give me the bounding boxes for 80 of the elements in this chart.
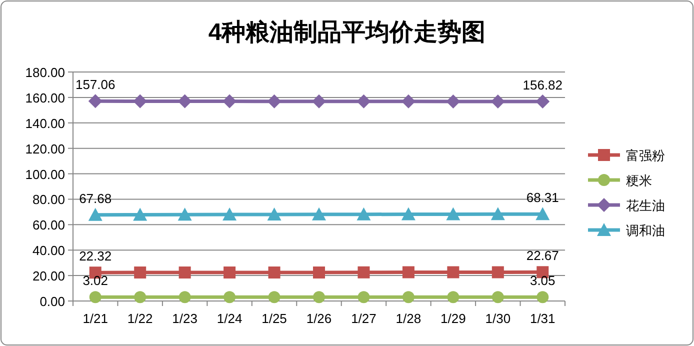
point bbox=[447, 291, 460, 304]
point bbox=[492, 266, 504, 278]
x-tick-label: 1/28 bbox=[396, 311, 422, 326]
point bbox=[447, 266, 460, 278]
point bbox=[134, 266, 146, 278]
point bbox=[490, 94, 505, 109]
point bbox=[268, 266, 280, 278]
point bbox=[446, 207, 460, 220]
point bbox=[178, 208, 192, 221]
x-tick-label: 1/24 bbox=[216, 311, 242, 326]
data-label: 156.82 bbox=[522, 77, 563, 92]
point bbox=[536, 94, 550, 108]
point bbox=[358, 291, 370, 304]
y-tick-label: 140.00 bbox=[25, 116, 65, 131]
point bbox=[313, 266, 325, 278]
point bbox=[222, 94, 237, 108]
legend-label: 调和油 bbox=[626, 223, 665, 238]
y-tick-label: 20.00 bbox=[32, 268, 65, 284]
point bbox=[133, 208, 148, 221]
point bbox=[178, 266, 191, 278]
point bbox=[401, 94, 416, 108]
data-label: 67.68 bbox=[79, 190, 112, 206]
point bbox=[224, 291, 236, 304]
legend-label: 花生油 bbox=[626, 198, 665, 213]
point bbox=[88, 208, 102, 221]
x-tick-label: 1/31 bbox=[530, 311, 556, 326]
y-tick-label: 0.00 bbox=[40, 294, 65, 309]
x-tick-label: 1/29 bbox=[440, 311, 466, 326]
x-tick-label: 1/27 bbox=[351, 311, 376, 326]
point bbox=[267, 207, 282, 220]
point bbox=[536, 291, 549, 304]
y-tick-label: 100.00 bbox=[25, 166, 65, 182]
x-tick-label: 1/22 bbox=[127, 311, 153, 326]
point bbox=[356, 207, 371, 220]
point bbox=[224, 266, 236, 278]
x-tick-label: 1/21 bbox=[82, 311, 108, 326]
y-tick-label: 60.00 bbox=[32, 218, 65, 233]
point bbox=[267, 94, 282, 108]
data-label: 3.05 bbox=[530, 273, 556, 288]
point bbox=[222, 207, 237, 220]
point bbox=[178, 94, 192, 108]
point bbox=[134, 291, 146, 304]
point bbox=[89, 291, 102, 304]
point bbox=[536, 207, 550, 220]
x-tick-label: 1/26 bbox=[306, 311, 332, 326]
data-label: 3.02 bbox=[82, 273, 108, 288]
point bbox=[312, 207, 326, 220]
y-tick-label: 180.00 bbox=[25, 65, 65, 80]
y-tick-label: 40.00 bbox=[32, 243, 65, 258]
data-label: 22.32 bbox=[79, 248, 112, 264]
point bbox=[446, 94, 460, 109]
point bbox=[133, 94, 148, 108]
point bbox=[88, 94, 102, 108]
data-label: 68.31 bbox=[526, 190, 559, 206]
x-tick-label: 1/25 bbox=[262, 311, 287, 326]
point bbox=[313, 291, 325, 304]
point bbox=[178, 291, 191, 304]
point bbox=[401, 207, 416, 220]
data-label: 22.67 bbox=[526, 248, 559, 264]
y-tick-label: 160.00 bbox=[25, 90, 65, 106]
y-tick-label: 80.00 bbox=[32, 192, 65, 208]
point bbox=[268, 291, 280, 304]
data-label: 157.06 bbox=[75, 77, 116, 92]
x-tick-label: 1/23 bbox=[172, 311, 198, 326]
point bbox=[358, 266, 370, 278]
legend-item: 花生油 bbox=[588, 198, 665, 213]
legend-item: 调和油 bbox=[588, 223, 665, 238]
point bbox=[312, 94, 326, 108]
x-tick-label: 1/30 bbox=[485, 311, 511, 326]
chart-title: 4种粮油制品平均价走势图 bbox=[208, 19, 486, 46]
legend-label: 富强粉 bbox=[626, 148, 665, 163]
legend-label: 粳米 bbox=[626, 173, 652, 188]
legend-item: 富强粉 bbox=[588, 148, 665, 163]
legend-item: 粳米 bbox=[588, 173, 652, 188]
point bbox=[402, 291, 414, 304]
y-tick-label: 120.00 bbox=[25, 141, 65, 156]
point bbox=[356, 94, 371, 108]
point bbox=[490, 207, 505, 220]
point bbox=[402, 266, 414, 278]
point bbox=[492, 291, 504, 304]
